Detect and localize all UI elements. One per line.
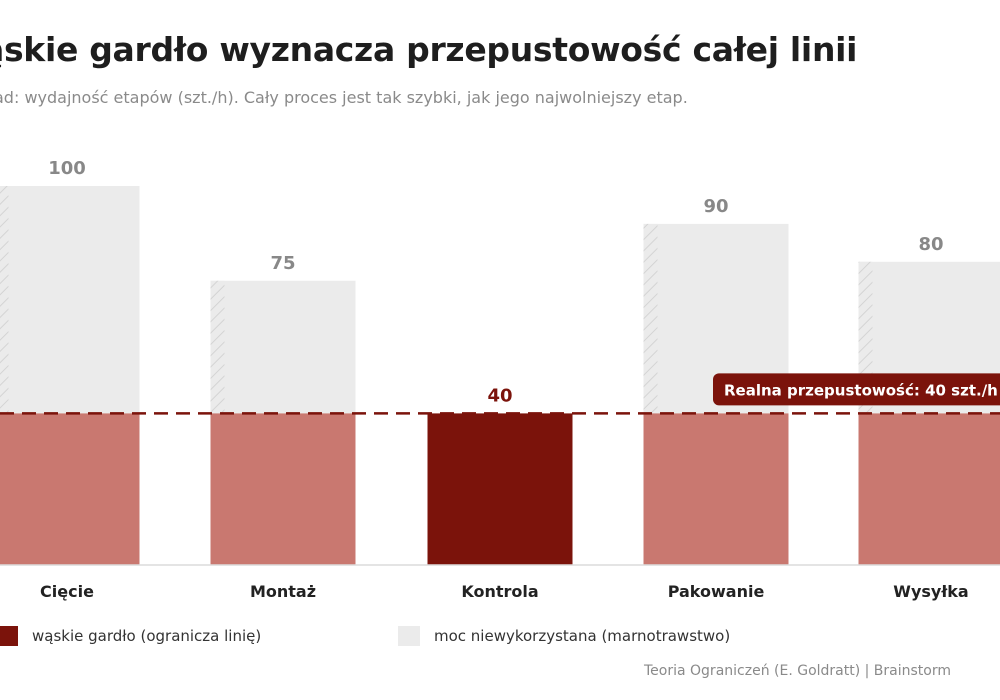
- legend-item-unused: moc niewykorzystana (marnotrawstwo): [398, 624, 730, 648]
- category-label-montaz: Montaż: [250, 582, 316, 601]
- chart-title: ąskie gardło wyznacza przepustowość całe…: [0, 30, 858, 69]
- value-label-pakowanie: 90: [703, 196, 728, 217]
- bar-unused-ciecie: [0, 186, 140, 414]
- value-label-ciecie: 100: [48, 158, 86, 179]
- category-label-wysylka: Wysyłka: [893, 582, 968, 601]
- bar-used-montaz: [210, 413, 356, 565]
- legend-item-bottleneck: wąskie gardło (ogranicza linię): [0, 624, 261, 648]
- bar-unused-montaz: [210, 280, 356, 414]
- bar-used-ciecie: [0, 413, 140, 565]
- throughput-badge-background: [713, 373, 1000, 406]
- value-label-wysylka: 80: [918, 234, 943, 255]
- category-label-pakowanie: Pakowanie: [668, 582, 765, 601]
- chart-subtitle: ad: wydajność etapów (szt./h). Cały proc…: [0, 88, 688, 107]
- throughput-badge-label: Realna przepustowość: 40 szt./h: [724, 381, 998, 399]
- source-footer: Teoria Ograniczeń (E. Goldratt) | Brains…: [644, 663, 952, 679]
- category-label-ciecie: Cięcie: [40, 582, 94, 601]
- legend-label-unused: moc niewykorzystana (marnotrawstwo): [434, 627, 731, 645]
- legend-swatch-bottleneck: [0, 626, 18, 646]
- bar-used-wysylka: [858, 413, 1000, 565]
- category-label-kontrola: Kontrola: [461, 582, 538, 601]
- bar-used-pakowanie: [643, 413, 789, 565]
- bar-hatch-ciecie: [0, 186, 9, 414]
- bar-bottleneck-kontrola: [427, 413, 573, 565]
- labels-group: 100 Cięcie 75 Montaż 40 Kontrola 90 Pakowanie 80…: [40, 158, 969, 601]
- value-label-kontrola: 40: [487, 385, 512, 406]
- legend-swatch-unused: [398, 626, 420, 646]
- throughput-badge: Realna przepustowość: 40 szt./h: [713, 373, 1000, 406]
- bar-hatch-montaz: [210, 280, 225, 414]
- legend-label-bottleneck: wąskie gardło (ogranicza linię): [32, 627, 262, 645]
- bar-hatch-pakowanie: [643, 223, 658, 414]
- value-label-montaz: 75: [270, 253, 295, 274]
